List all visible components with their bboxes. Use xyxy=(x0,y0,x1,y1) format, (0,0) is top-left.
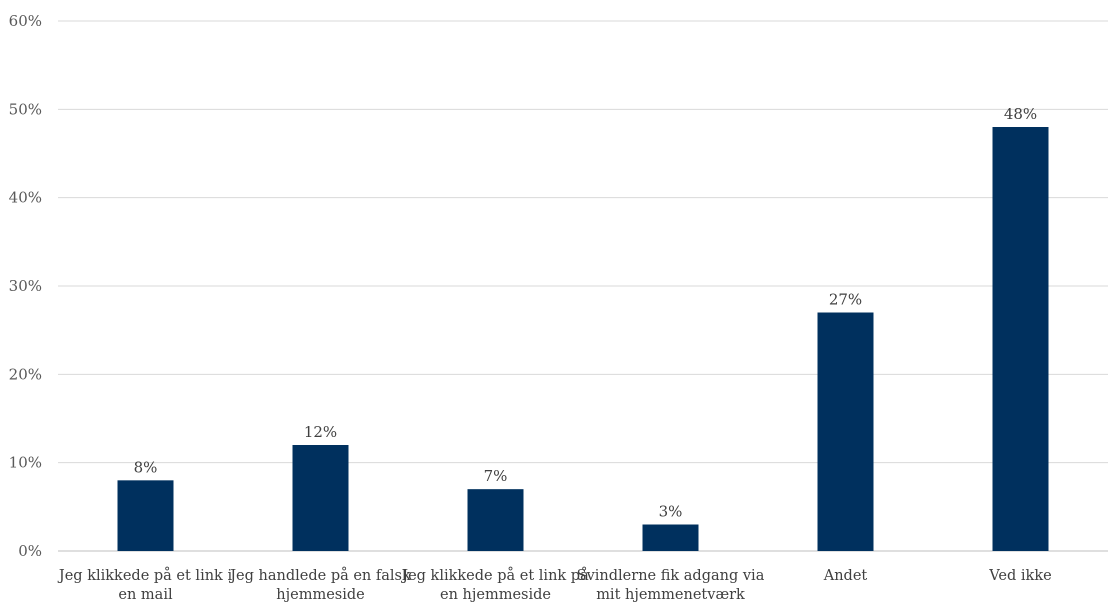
bar xyxy=(642,524,699,551)
x-axis-category-labels: Jeg klikkede på et link i en mail Jeg hand… xyxy=(57,567,1052,603)
category-label: Jeg handlede på en falsk hjemmeside xyxy=(228,567,411,603)
bar xyxy=(467,489,524,551)
bar xyxy=(292,445,349,551)
data-label: 12% xyxy=(304,423,337,441)
y-tick-label: 20% xyxy=(9,365,42,383)
category-label-line: hjemmeside xyxy=(276,587,364,603)
bar xyxy=(117,480,174,551)
category-label: Andet xyxy=(823,568,868,584)
y-tick-label: 0% xyxy=(18,542,42,560)
category-label-line: Jeg handlede på en falsk xyxy=(228,567,411,584)
category-label: Svindlerne fik adgang via mit hjemmenetvæ… xyxy=(577,568,765,603)
category-label: Jeg klikkede på et link på en hjemmeside xyxy=(400,567,589,603)
y-tick-label: 50% xyxy=(9,100,42,118)
y-tick-label: 40% xyxy=(9,189,42,207)
data-label: 3% xyxy=(659,503,683,521)
y-tick-label: 60% xyxy=(9,12,42,30)
gridlines xyxy=(58,20,1108,552)
bar xyxy=(817,312,874,551)
data-label: 48% xyxy=(1004,105,1037,123)
y-axis-tick-labels: 0% 10% 20% 30% 40% 50% 60% xyxy=(9,12,42,560)
data-label: 27% xyxy=(829,291,862,309)
category-label-line: Ved ikke xyxy=(988,568,1051,584)
bar xyxy=(992,127,1049,551)
data-label: 8% xyxy=(134,458,158,476)
category-label-line: Jeg klikkede på et link på xyxy=(400,567,589,584)
data-label: 7% xyxy=(484,467,508,485)
category-label-line: mit hjemmenetværk xyxy=(596,587,745,603)
data-labels: 8% 12% 7% 3% 27% 48% xyxy=(134,105,1038,521)
category-label-line: Jeg klikkede på et link i xyxy=(57,567,233,584)
y-tick-label: 10% xyxy=(9,454,42,472)
bars xyxy=(117,127,1049,551)
category-label-line: Svindlerne fik adgang via xyxy=(577,568,765,584)
y-tick-label: 30% xyxy=(9,277,42,295)
category-label: Ved ikke xyxy=(988,568,1051,584)
category-label: Jeg klikkede på et link i en mail xyxy=(57,567,233,603)
category-label-line: en hjemmeside xyxy=(440,587,551,603)
category-label-line: Andet xyxy=(823,568,868,584)
category-label-line: en mail xyxy=(118,587,173,603)
